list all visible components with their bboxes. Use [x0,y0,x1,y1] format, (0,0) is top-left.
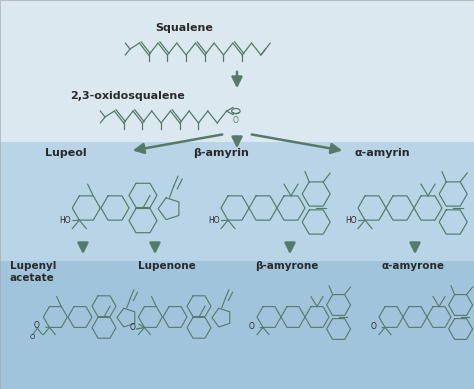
Text: α-amyrin: α-amyrin [355,148,410,158]
Text: α-amyrone: α-amyrone [382,261,445,271]
Text: β-amyrin: β-amyrin [193,148,249,158]
Text: O: O [34,321,40,331]
Text: HO: HO [59,216,71,225]
Text: Lupenone: Lupenone [138,261,196,271]
Bar [0,261,474,389]
Text: Lupeol: Lupeol [45,148,87,158]
Text: β-amyrone: β-amyrone [255,261,319,271]
Text: Lupenyl
acetate: Lupenyl acetate [10,261,56,282]
Text: O: O [130,323,136,332]
Bar [0,142,474,261]
Text: Squalene: Squalene [155,23,213,33]
Text: O: O [249,322,255,331]
Text: O: O [29,335,35,340]
Text: HO: HO [208,216,220,225]
Text: HO: HO [345,216,357,225]
Bar [0,0,474,142]
Text: 2,3-oxidosqualene: 2,3-oxidosqualene [70,91,185,101]
Text: O: O [371,322,377,331]
Text: O: O [233,116,239,125]
